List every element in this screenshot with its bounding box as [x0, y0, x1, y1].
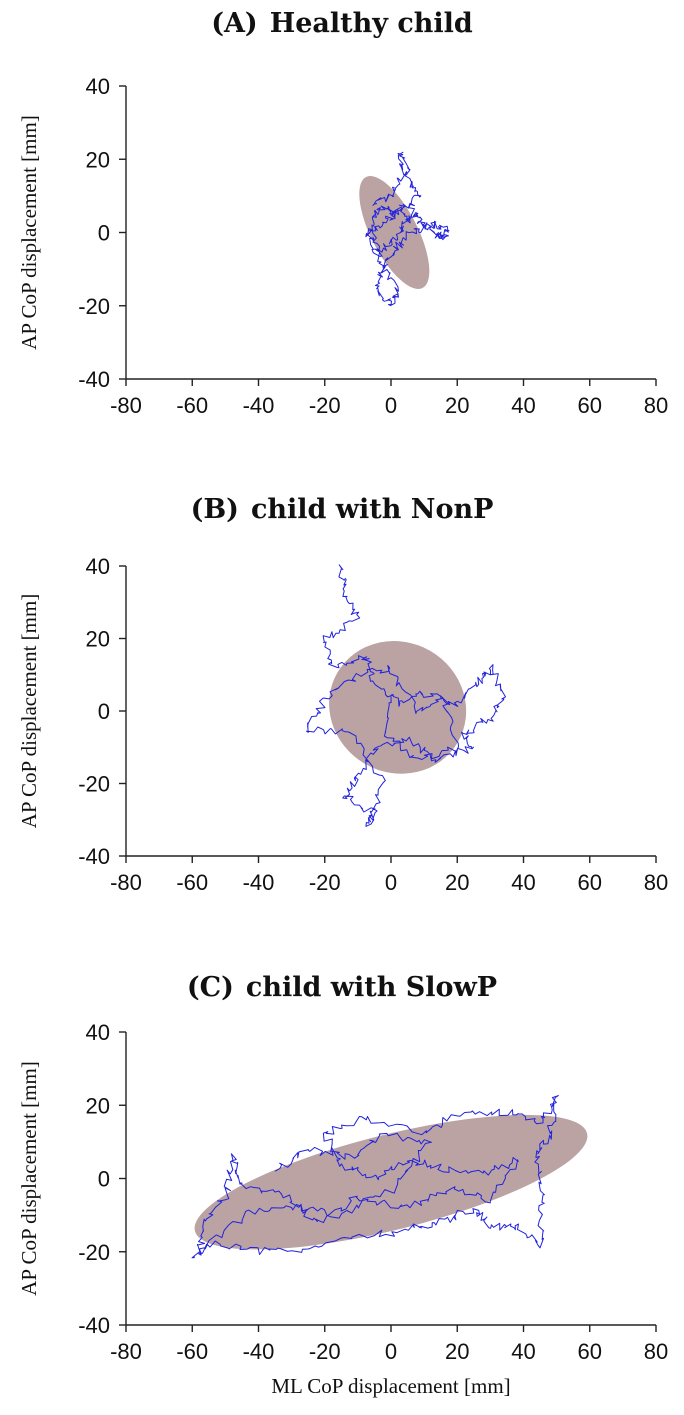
panel-title-text: child with NonP — [250, 494, 494, 525]
panel-title-text: child with SlowP — [245, 972, 498, 1003]
x-tick-label: -80 — [110, 393, 142, 418]
y-tick-label: 0 — [98, 221, 110, 246]
y-tick-label: -20 — [78, 1240, 110, 1265]
x-tick-label: -40 — [243, 1339, 275, 1364]
y-tick-label: -20 — [78, 294, 110, 319]
x-tick-label: 60 — [578, 870, 602, 895]
panel-title: (A) Healthy child — [0, 8, 684, 39]
x-tick-label: 20 — [445, 393, 469, 418]
x-tick-label: 40 — [511, 393, 535, 418]
cop-trace — [365, 151, 450, 307]
x-tick-label: -80 — [110, 1339, 142, 1364]
plot-b: -80 -60 -40 -20 0 20 40 60 80 40 20 0 -20 -40 AP CoP d… — [17, 554, 668, 895]
x-tick-label: -40 — [243, 870, 275, 895]
cop-trace — [191, 1095, 559, 1259]
y-tick-label: -40 — [78, 1313, 110, 1338]
x-tick-label: -20 — [309, 393, 341, 418]
x-tick-label: 40 — [511, 1339, 535, 1364]
x-axis-title: ML CoP displacement [mm] — [271, 1374, 510, 1398]
y-tick-label: 20 — [86, 627, 110, 652]
y-tick-label: 20 — [86, 1093, 110, 1118]
x-tick-label: 20 — [445, 1339, 469, 1364]
x-tick-label: 80 — [644, 1339, 668, 1364]
x-tick-label: 60 — [578, 393, 602, 418]
panel-title: (C) child with SlowP — [0, 972, 684, 1003]
x-tick-label: 40 — [511, 870, 535, 895]
panel-title-text: Healthy child — [269, 8, 473, 39]
y-axis-title: AP CoP displacement [mm] — [17, 594, 41, 829]
x-tick-label: -80 — [110, 870, 142, 895]
x-tick-label: 80 — [644, 393, 668, 418]
x-tick-label: -60 — [176, 870, 208, 895]
y-tick-label: 0 — [98, 1167, 110, 1192]
plot-c: -80 -60 -40 -20 0 20 40 60 80 40 20 0 -20 -40 AP CoP d… — [17, 1020, 668, 1398]
panel-a: (A) Healthy child -80 -60 -40 -20 0 20 40 60 80 40… — [0, 0, 684, 470]
confidence-ellipse — [359, 176, 430, 289]
y-axis-title: AP CoP displacement [mm] — [17, 1061, 41, 1296]
y-tick-label: 40 — [86, 554, 110, 579]
x-tick-label: -40 — [243, 393, 275, 418]
y-axis-title: AP CoP displacement [mm] — [17, 115, 41, 350]
x-tick-label: -20 — [309, 870, 341, 895]
cop-trace — [306, 564, 506, 827]
y-tick-label: 40 — [86, 1020, 110, 1045]
x-tick-label: 60 — [578, 1339, 602, 1364]
x-tick-label: 0 — [385, 393, 397, 418]
confidence-ellipse — [329, 641, 467, 774]
y-tick-label: -40 — [78, 367, 110, 392]
y-tick-label: 40 — [86, 74, 110, 99]
x-tick-label: -20 — [309, 1339, 341, 1364]
x-tick-label: 20 — [445, 870, 469, 895]
y-tick-label: -20 — [78, 772, 110, 797]
panel-label: (A) — [211, 8, 258, 39]
plot-a: -80 -60 -40 -20 0 20 40 60 80 40 20 0 -20 -40 AP CoP d… — [17, 74, 668, 418]
y-tick-label: -40 — [78, 844, 110, 869]
x-tick-label: -60 — [176, 1339, 208, 1364]
x-tick-label: -60 — [176, 393, 208, 418]
y-tick-label: 20 — [86, 147, 110, 172]
y-tick-label: 0 — [98, 699, 110, 724]
x-tick-label: 0 — [385, 870, 397, 895]
confidence-ellipse — [194, 1114, 588, 1250]
x-tick-label: 0 — [385, 1339, 397, 1364]
x-tick-label: 80 — [644, 870, 668, 895]
panel-c: (C) child with SlowP -80 -60 -40 -20 0 20 40 60 8… — [0, 950, 684, 1410]
panel-label: (B) — [190, 494, 239, 525]
panel-label: (C) — [186, 972, 234, 1003]
panel-title: (B) child with NonP — [0, 494, 684, 525]
panel-b: (B) child with NonP -80 -60 -40 -20 0 20 40 60 80… — [0, 478, 684, 948]
